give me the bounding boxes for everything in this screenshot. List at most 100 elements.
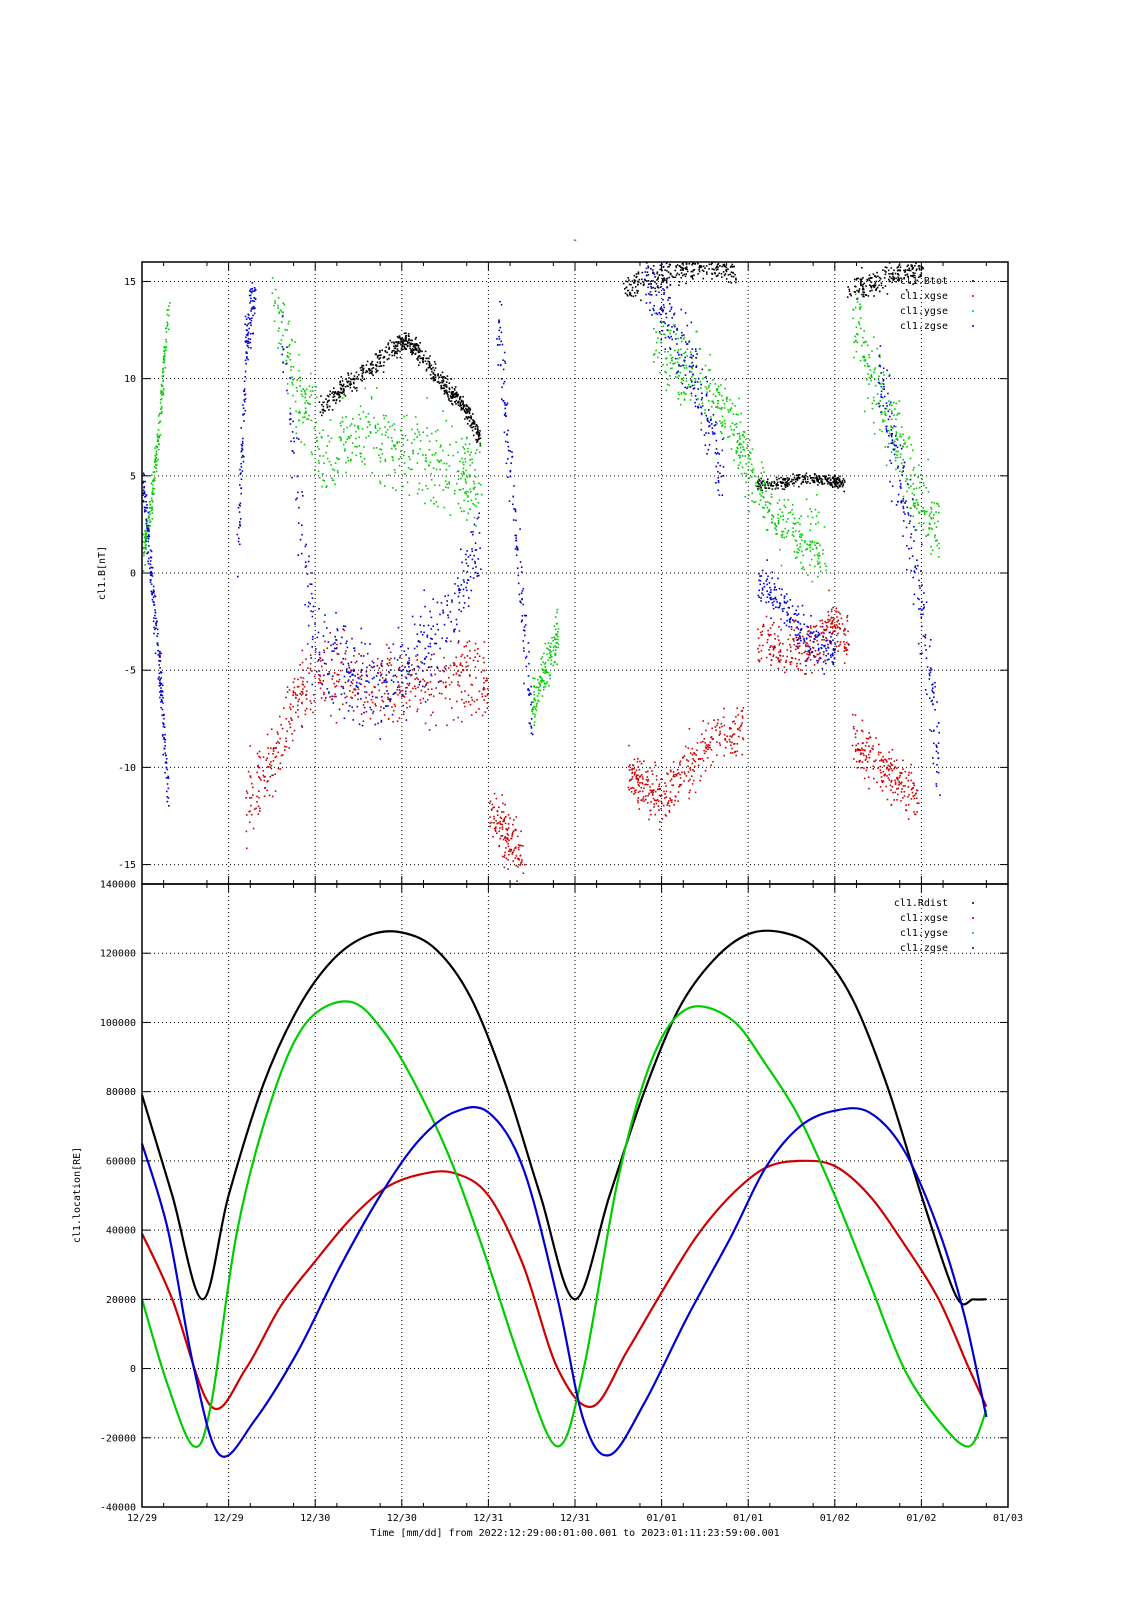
data-point [547,642,550,644]
data-point [289,377,292,379]
data-point [387,343,389,346]
data-point [376,387,378,389]
data-point [884,413,887,415]
data-point [144,538,147,540]
data-point [452,674,455,676]
data-point [423,686,426,688]
data-point [919,274,922,276]
data-point [870,286,873,289]
data-point [715,388,718,391]
data-point [890,804,893,806]
data-point [825,475,827,478]
data-point [818,554,821,557]
data-point [818,552,820,555]
data-point [705,750,707,753]
data-point [166,325,168,327]
data-point [306,573,309,575]
data-point [832,476,834,479]
data-point [838,478,841,480]
data-point [400,347,403,350]
data-point [159,420,162,423]
data-point [375,371,377,374]
data-point [897,450,899,453]
data-point [930,511,933,513]
data-point [840,483,843,486]
data-point [680,348,682,351]
data-point [443,387,446,390]
data-point [777,521,780,524]
data-point [766,501,769,503]
data-point [729,425,732,428]
data-point [440,387,442,390]
data-point [350,669,353,671]
data-point [414,338,417,340]
data-point [741,434,744,437]
data-point [729,735,732,737]
data-point [659,286,662,288]
data-point [389,425,391,428]
data-point [683,399,686,401]
data-point [482,688,485,690]
data-point [737,413,739,416]
data-point [716,264,719,266]
data-point [765,656,768,659]
data-point [540,663,543,666]
data-point [348,667,351,669]
data-point [395,344,397,347]
data-point [664,351,666,353]
data-point [917,504,919,506]
data-point [817,521,820,524]
data-point [323,674,325,677]
data-point [733,434,735,436]
data-point [165,331,168,333]
data-point [405,340,408,342]
data-point [240,492,242,495]
data-point [730,271,733,273]
data-point [712,738,714,740]
data-point [427,367,430,369]
data-point [779,649,782,651]
data-point [519,863,522,866]
data-point [379,671,382,674]
data-point [656,271,659,273]
data-point [167,775,169,778]
data-point [143,552,146,554]
data-point [904,270,907,273]
data-point [477,502,480,504]
data-point [796,556,798,559]
data-point [803,476,805,479]
data-point [873,286,876,289]
data-point [411,468,413,470]
data-point [152,479,155,482]
data-point [296,390,298,392]
data-point [674,323,676,326]
data-point [876,347,878,350]
data-point [705,265,708,267]
data-point [550,642,552,645]
data-point [341,384,343,387]
data-point [757,659,760,661]
data-point [434,430,437,433]
data-point [684,745,687,748]
data-point [723,274,726,277]
data-point [355,371,358,374]
data-point [263,779,266,782]
data-point [455,399,458,402]
data-point [821,478,824,481]
data-point [868,277,870,280]
data-point [799,523,801,526]
data-point [662,278,664,280]
data-point [299,664,301,666]
data-point [365,696,367,699]
data-point [407,345,409,347]
data-point [147,515,150,517]
data-point [776,481,779,484]
data-point [805,645,807,648]
data-point [894,456,897,459]
data-point [249,317,251,320]
data-point [669,780,672,782]
data-point [714,726,717,728]
data-point [427,360,429,363]
data-point [154,460,156,463]
data-point [328,672,331,675]
